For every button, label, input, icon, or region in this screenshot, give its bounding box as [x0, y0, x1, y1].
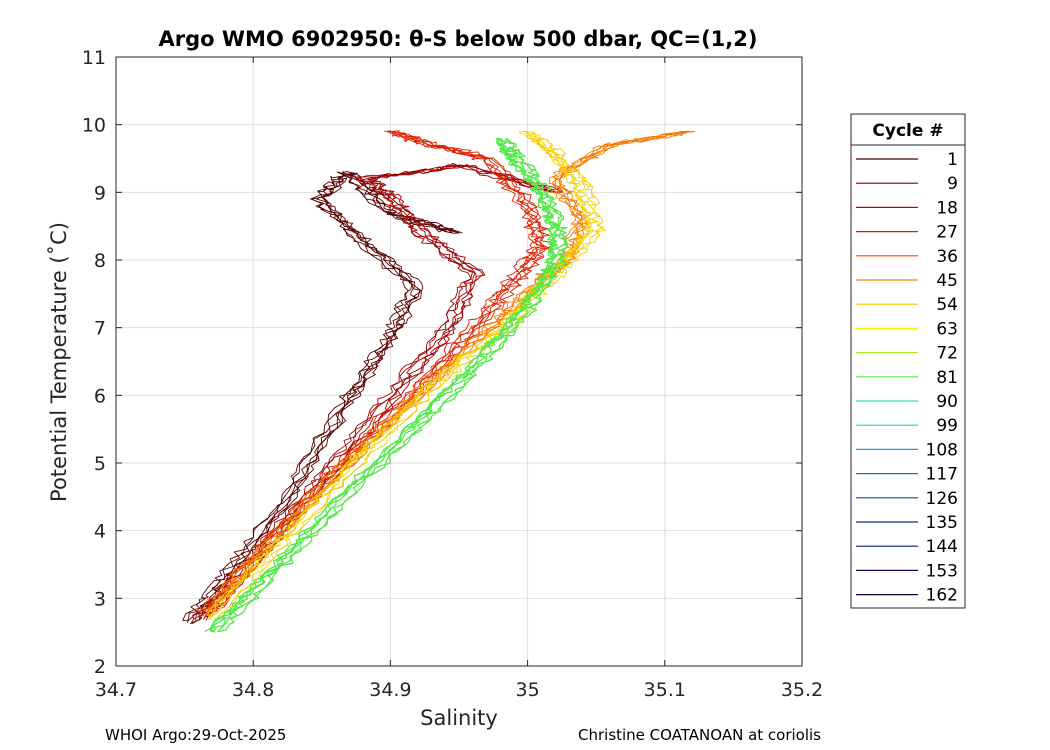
series-line	[204, 137, 559, 633]
legend-label: 153	[926, 561, 958, 581]
series-line	[207, 130, 592, 620]
legend-label: 63	[936, 319, 958, 339]
y-tick-label: 11	[82, 47, 106, 69]
legend-label: 54	[936, 295, 958, 315]
legend: Cycle # 19182736455463728190991081171261…	[850, 113, 966, 609]
y-tick-label: 8	[94, 250, 106, 272]
legend-title: Cycle #	[872, 121, 943, 141]
legend-label: 45	[936, 271, 958, 291]
x-tick-label: 34.7	[95, 679, 137, 701]
y-tick-label: 3	[94, 588, 106, 610]
x-axis-label: Salinity	[420, 706, 498, 730]
x-tick-label: 35	[516, 679, 540, 701]
legend-label: 162	[926, 586, 958, 606]
series-line	[194, 164, 552, 621]
y-tick-label: 5	[94, 453, 106, 475]
legend-label: 81	[936, 368, 958, 388]
legend-label: 144	[926, 537, 958, 557]
y-axis-label: Potential Temperature (˚C)	[47, 222, 71, 502]
axis-ticks: 34.7 34.8 34.9 35 35.1 35.2 2 3 4 5 6 7 8 9 10 11	[82, 47, 823, 701]
plot-frame	[115, 56, 803, 667]
series-line	[190, 171, 459, 623]
y-tick-label: 10	[82, 115, 106, 137]
series-line	[205, 164, 563, 621]
y-tick-label: 7	[94, 318, 106, 340]
legend-label: 1	[947, 150, 958, 170]
x-tick-label: 34.8	[232, 679, 274, 701]
legend-label: 90	[936, 392, 958, 412]
y-tick-label: 4	[94, 521, 106, 543]
series-line	[189, 172, 463, 625]
chart-title: Argo WMO 6902950: θ-S below 500 dbar, QC…	[159, 27, 758, 51]
legend-label: 72	[936, 344, 958, 364]
series-line	[197, 131, 687, 612]
legend-label: 108	[926, 440, 958, 460]
x-tick-label: 34.9	[369, 679, 411, 701]
y-tick-label: 9	[94, 182, 106, 204]
legend-label: 135	[926, 513, 958, 533]
y-tick-label: 2	[94, 656, 106, 678]
series-line	[217, 137, 569, 633]
legend-label: 27	[936, 223, 958, 243]
legend-label: 117	[926, 465, 958, 485]
legend-label: 9	[947, 174, 958, 194]
legend-box	[850, 113, 966, 609]
series-line	[210, 137, 557, 633]
footer-credit-right: Christine COATANOAN at coriolis	[578, 726, 821, 744]
legend-entries: 1 9 18 27 36 45 54 63 72 81 90 99 108 117 126 135 144 153…	[856, 150, 958, 606]
x-tick-label: 35.1	[644, 679, 686, 701]
series-layer	[182, 130, 696, 634]
legend-label: 36	[936, 247, 958, 267]
legend-label: 18	[936, 198, 958, 218]
series-line	[216, 131, 604, 618]
series-line	[217, 137, 568, 633]
legend-label: 99	[936, 416, 958, 436]
footer-credit-left: WHOI Argo:29-Oct-2025	[105, 726, 287, 744]
series-line	[186, 170, 452, 624]
x-tick-label: 35.2	[781, 679, 823, 701]
legend-label: 126	[926, 489, 958, 509]
y-tick-label: 6	[94, 385, 106, 407]
